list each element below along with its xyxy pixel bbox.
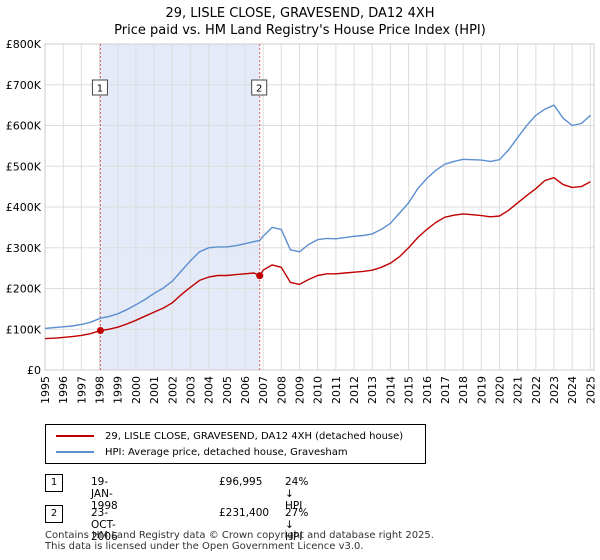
x-tick-label: 2012 (348, 376, 361, 404)
transaction-number: 1 (45, 474, 63, 492)
x-tick-label: 1997 (75, 376, 88, 404)
x-tick-label: 2003 (184, 376, 197, 404)
y-tick-label: £100K (6, 323, 42, 336)
x-tick-label: 2016 (421, 376, 434, 404)
legend-swatch-hpi (56, 451, 94, 453)
sale-marker-box-rect (251, 79, 268, 96)
price-chart: £0 £100K £200K £300K £400K £500K £600K £700K £80… (6, 38, 598, 404)
x-tick-label: 2022 (530, 376, 543, 404)
x-tick-label: 2005 (221, 376, 234, 404)
property-series-line (44, 177, 591, 340)
x-tick-label: 1996 (57, 376, 70, 404)
chart-title-line1: 29, LISLE CLOSE, GRAVESEND, DA12 4XH (165, 6, 435, 21)
x-tick-label: 2024 (566, 376, 579, 404)
chart-title-line2: Price paid vs. HM Land Registry's House … (114, 23, 486, 38)
y-tick-label: £700K (6, 79, 42, 92)
sale-marker-label: 1 (97, 84, 103, 95)
sale-point (256, 272, 264, 280)
y-tick-label: £500K (6, 160, 42, 173)
sale-marker-box-rect (91, 79, 108, 96)
legend-item-property: 29, LISLE CLOSE, GRAVESEND, DA12 4XH (de… (56, 428, 403, 444)
x-tick-label: 2021 (512, 376, 525, 404)
x-tick-label: 1995 (39, 376, 52, 404)
x-tick-label: 2019 (475, 376, 488, 404)
x-tick-label: 2008 (275, 376, 288, 404)
hpi-series-line (44, 104, 591, 330)
y-tick-label: £200K (6, 283, 42, 296)
x-tick-label: 2009 (294, 376, 307, 404)
x-tick-label: 2004 (203, 376, 216, 404)
x-tick-label: 2007 (257, 376, 270, 404)
x-tick-label: 2000 (130, 376, 143, 404)
transaction-hpi-diff: 24% ↓ HPI (285, 476, 309, 512)
y-tick-label: £600K (6, 120, 42, 133)
legend-swatch-property (56, 435, 94, 437)
transaction-date: 23-OCT-2006 (91, 507, 118, 543)
y-tick-label: £800K (6, 38, 42, 51)
legend-label-hpi: HPI: Average price, detached house, Grav… (105, 446, 348, 458)
x-tick-label: 2006 (239, 376, 252, 404)
footer: Contains HM Land Registry data © Crown c… (45, 530, 434, 552)
x-tick-label: 2011 (330, 376, 343, 404)
sale-marker-box: 1 (91, 79, 108, 96)
x-tick-label: 2023 (548, 376, 561, 404)
y-tick-label: £300K (6, 242, 42, 255)
x-tick-label: 2010 (312, 376, 325, 404)
y-tick-label: £0 (27, 364, 41, 377)
sale-point (96, 326, 104, 334)
transaction-price: £231,400 (219, 507, 270, 519)
legend: 29, LISLE CLOSE, GRAVESEND, DA12 4XH (de… (45, 424, 426, 464)
x-tick-label: 2018 (457, 376, 470, 404)
footer-copyright: Contains HM Land Registry data © Crown c… (45, 530, 434, 541)
x-tick-label: 2013 (366, 376, 379, 404)
sale-marker-box: 2 (251, 79, 268, 96)
x-tick-label: 2014 (384, 376, 397, 404)
transaction-hpi-diff: 27% ↓ HPI (285, 507, 309, 543)
x-tick-label: 2001 (148, 376, 161, 404)
legend-label-property: 29, LISLE CLOSE, GRAVESEND, DA12 4XH (de… (105, 430, 404, 442)
x-tick-label: 1998 (94, 376, 107, 404)
x-tick-label: 1999 (112, 376, 125, 404)
sale-marker-label: 2 (256, 84, 262, 95)
x-tick-label: 2015 (403, 376, 416, 404)
transaction-price: £96,995 (219, 476, 263, 488)
plot-frame (44, 43, 595, 371)
x-tick-label: 2020 (493, 376, 506, 404)
x-tick-label: 2002 (166, 376, 179, 404)
x-tick-label: 2017 (439, 376, 452, 404)
y-tick-label: £400K (6, 201, 42, 214)
footer-licence: This data is licensed under the Open Gov… (45, 541, 364, 552)
transaction-date: 19-JAN-1998 (91, 476, 118, 512)
legend-item-hpi: HPI: Average price, detached house, Grav… (56, 444, 348, 460)
transaction-number: 2 (45, 505, 63, 523)
x-tick-label: 2025 (584, 376, 597, 404)
